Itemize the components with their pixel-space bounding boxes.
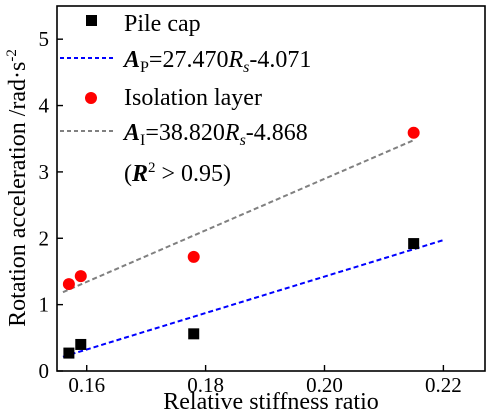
legend-label-pile-cap: Pile cap: [124, 11, 201, 37]
data-point-isolation-layer: [407, 126, 420, 139]
x-axis-title: Relative stiffness ratio: [163, 389, 379, 415]
x-tick-label: 0.20: [306, 373, 343, 397]
legend-equation-pile-cap: AP=27.470Rs-4.071: [122, 47, 311, 76]
data-point-isolation-layer: [62, 278, 75, 291]
x-tick-label: 0.16: [68, 373, 105, 397]
plot-frame: [56, 5, 486, 372]
y-tick-label: 5: [39, 27, 50, 51]
y-axis: 0 1 2 3 4 5: [39, 27, 63, 383]
legend-label-isolation-layer: Isolation layer: [124, 85, 262, 111]
legend-equation-isolation-layer: AI=38.820Rs-4.868: [122, 120, 308, 149]
y-tick-label: 4: [39, 94, 50, 118]
r-squared-annotation: (R2 > 0.95): [124, 160, 231, 187]
data-point-isolation-layer: [187, 250, 200, 263]
x-tick-label: 0.18: [187, 373, 224, 397]
x-tick-label: 0.22: [425, 373, 462, 397]
data-point-pile-cap: [63, 347, 75, 359]
y-tick-label: 3: [39, 160, 50, 184]
fit-line-isolation-layer: [62, 139, 415, 294]
x-axis: 0.16 0.18 0.20 0.22: [68, 365, 462, 397]
y-tick-label: 2: [39, 226, 50, 250]
fit-lines: [62, 139, 444, 358]
data-point-pile-cap: [75, 338, 87, 350]
y-axis-title: Rotation acceleration /rad·s-2: [4, 49, 31, 327]
legend-marker-pile-cap: [86, 15, 97, 26]
data-points: [62, 126, 420, 359]
fit-line-pile-cap: [62, 239, 444, 358]
data-point-pile-cap: [408, 238, 420, 250]
data-point-isolation-layer: [74, 270, 87, 283]
legend: Pile cap AP=27.470Rs-4.071 Isolation lay…: [60, 11, 311, 187]
legend-marker-isolation-layer: [85, 92, 97, 104]
y-tick-label: 1: [39, 293, 50, 317]
data-point-pile-cap: [188, 328, 200, 340]
y-tick-label: 0: [39, 359, 50, 383]
